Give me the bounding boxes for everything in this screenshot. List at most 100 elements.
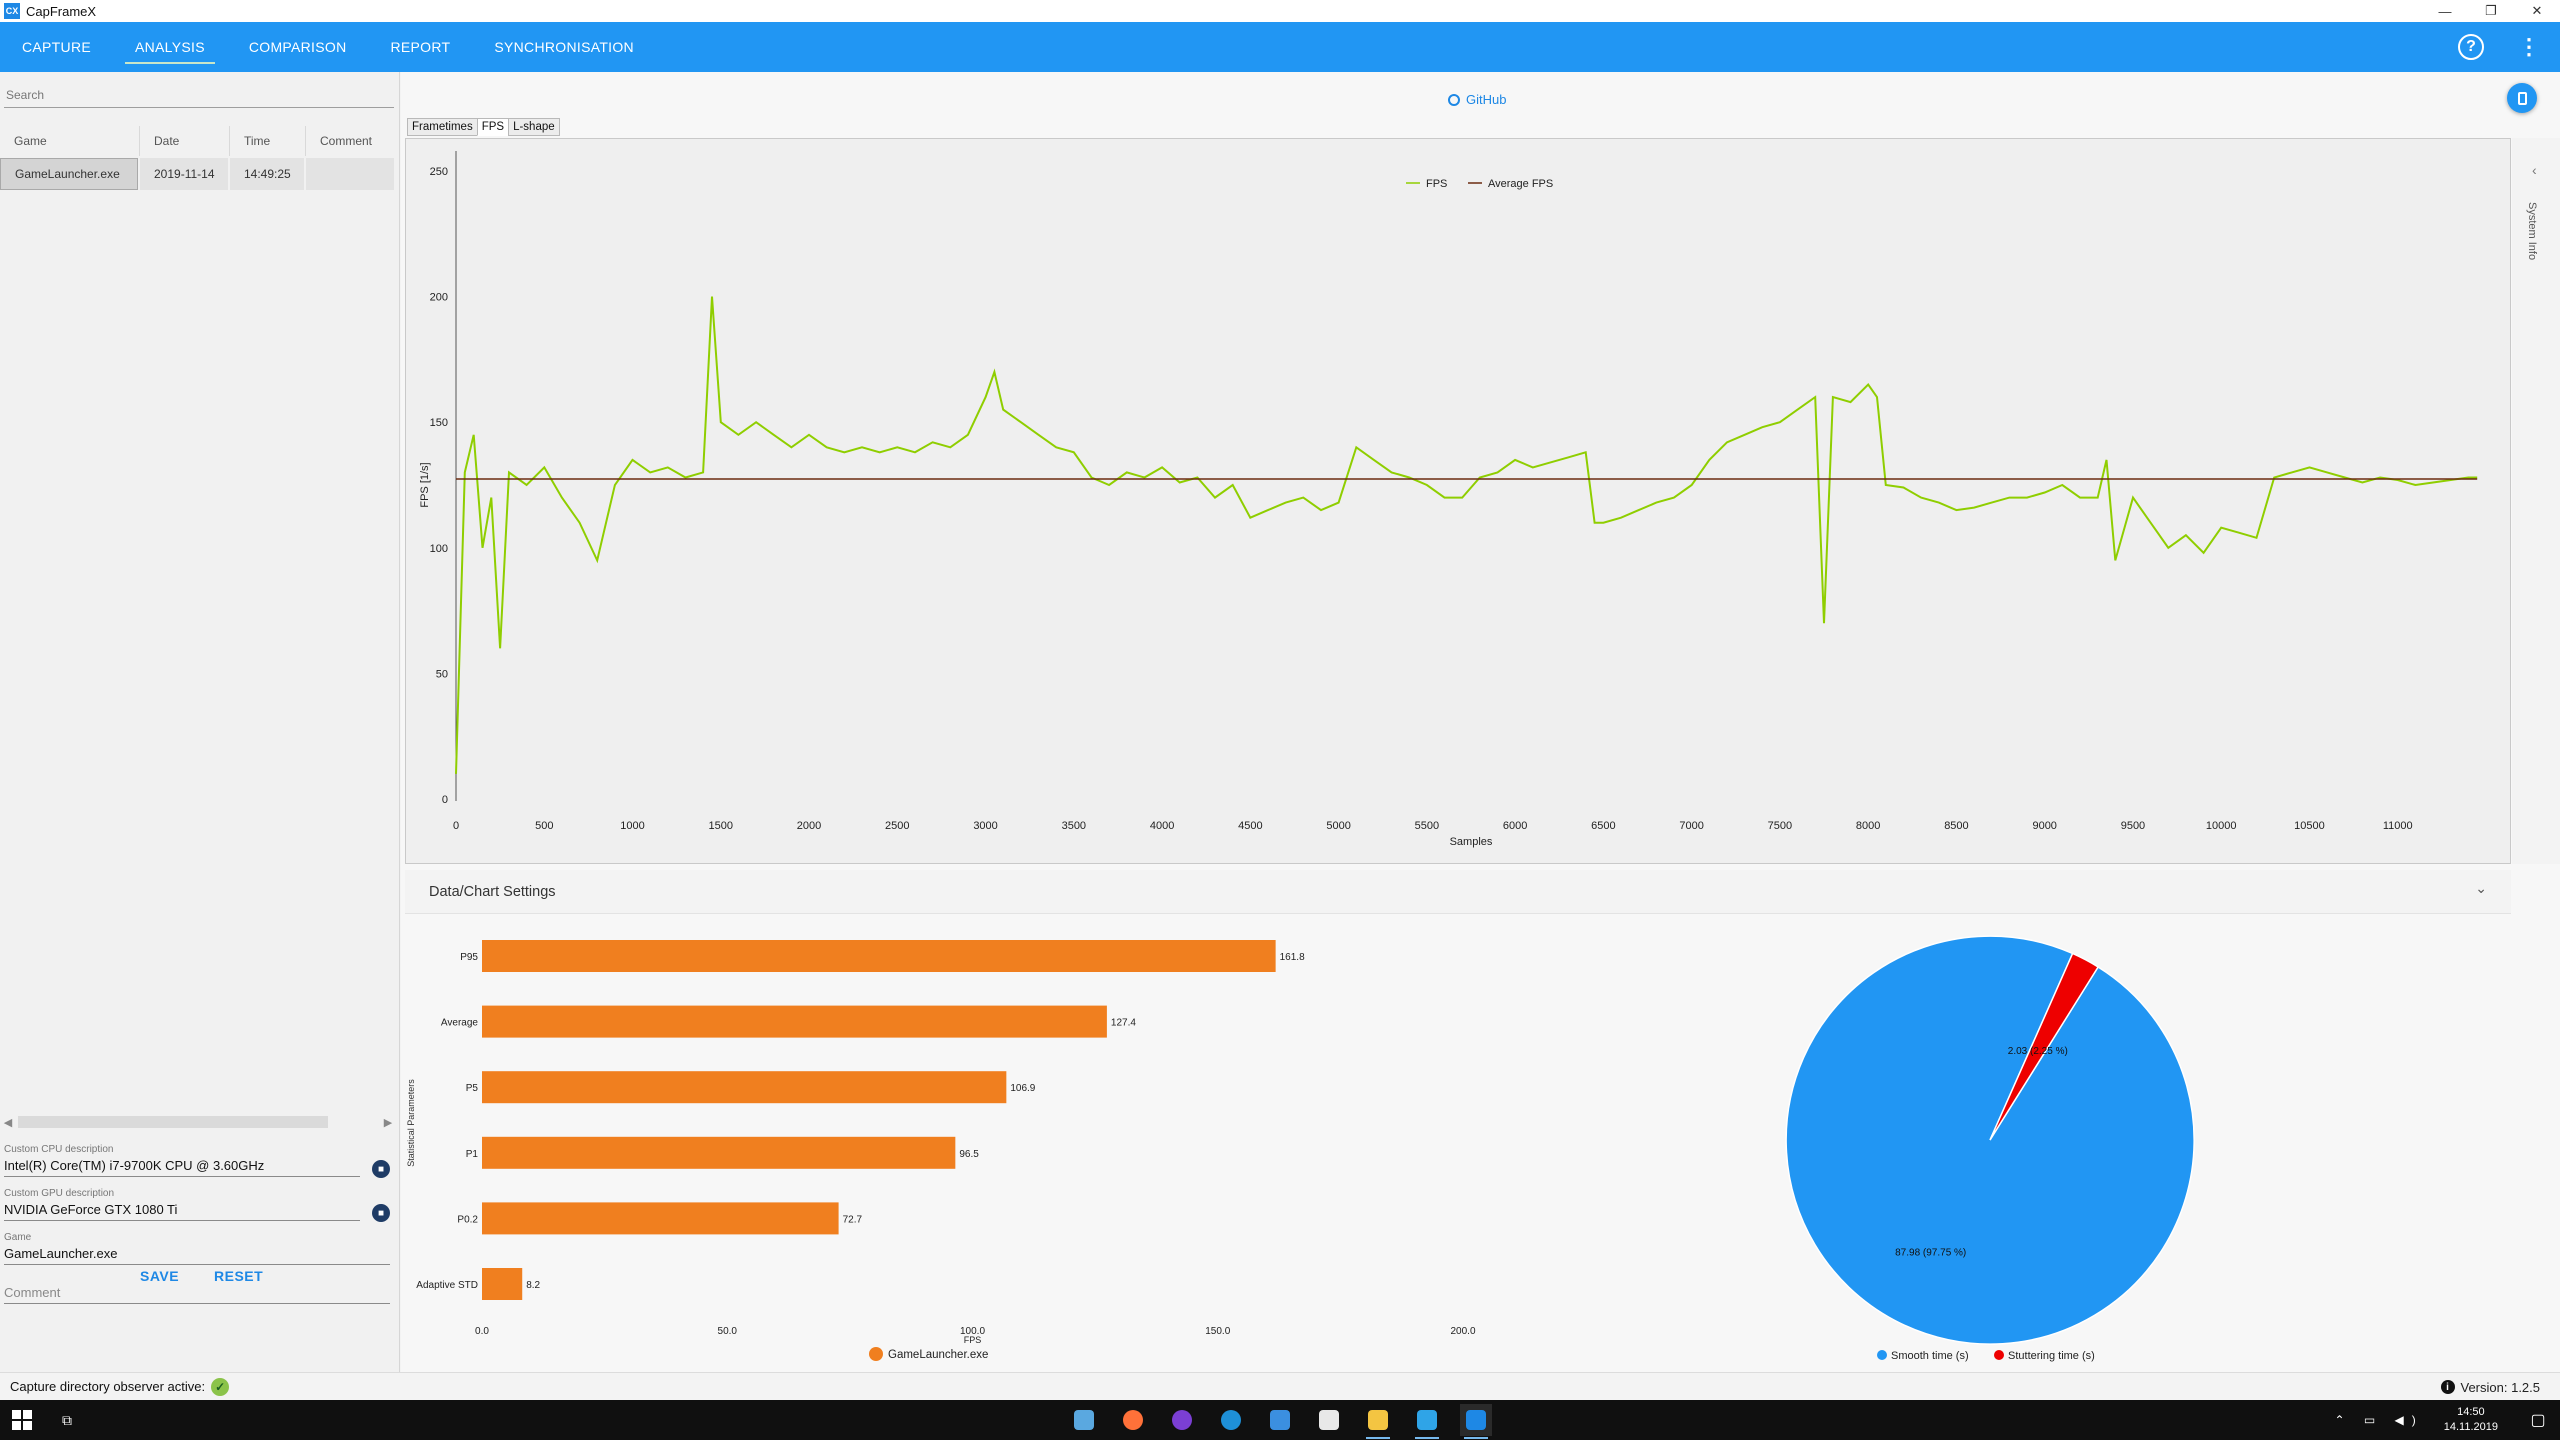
game-input[interactable]: GameLauncher.exe [4,1246,390,1265]
cpu-description-label: Custom CPU description [4,1144,114,1155]
cpu-description-input[interactable]: Intel(R) Core(TM) i7-9700K CPU @ 3.60GHz [4,1158,360,1177]
scroll-right-icon[interactable]: ▶ [383,1116,393,1129]
remote-icon[interactable] [1411,1404,1443,1439]
bar-category-label: P1 [466,1149,479,1160]
bar-category-label: Adaptive STD [416,1280,478,1291]
legend-swatch [869,1347,883,1361]
github-link[interactable]: GitHub [1448,92,1506,107]
title-bar: CX CapFrameX — ❐ ✕ [0,0,2560,22]
y-axis-label: Statistical Parameters [406,1079,416,1167]
overlay-toggle-button[interactable] [2507,83,2537,113]
folder-icon[interactable] [1362,1404,1394,1439]
os-taskbar: ⧉ ⌃ ▭ ◀) 14:50 14.11.2019 ▢ [0,1400,2560,1440]
save-button[interactable]: SAVE [140,1268,180,1284]
scroll-left-icon[interactable]: ◀ [3,1116,13,1129]
app-icon[interactable] [1313,1404,1345,1436]
horizontal-scrollbar[interactable]: ◀ ▶ [0,1114,396,1130]
x-tick-label: 7000 [1679,820,1703,832]
x-tick-label: 10500 [2294,820,2325,832]
bar-value-label: 127.4 [1111,1018,1136,1029]
data-chart-settings[interactable]: Data/Chart Settings ⌄ [405,870,2511,914]
record-comment [306,158,394,190]
x-tick-label: 8500 [1944,820,1968,832]
scrollbar-thumb[interactable] [18,1116,328,1128]
save-cpu-icon[interactable]: ■ [372,1160,390,1178]
bar-value-label: 72.7 [843,1214,863,1225]
capframex-logo-icon: CX [4,3,20,19]
x-tick-label: 1000 [620,820,644,832]
bar-value-label: 106.9 [1010,1083,1035,1094]
restore-icon[interactable]: ❐ [2485,3,2497,18]
bar-category-label: P0.2 [457,1214,478,1225]
tab-l-shape[interactable]: L-shape [508,118,560,136]
cpu-description-field: Custom CPU description Intel(R) Core(TM)… [4,1144,390,1178]
record-sidebar: Search Game Date Time Comment GameLaunch… [0,72,400,1372]
close-icon[interactable]: ✕ [2531,3,2543,18]
settings-title: Data/Chart Settings [429,883,556,900]
y-tick-label: 150 [430,417,448,429]
info-icon[interactable]: i [2440,1380,2455,1394]
y-tick-label: 0 [442,794,448,806]
x-tick-label: 1500 [709,820,733,832]
window-title: CapFrameX [26,3,97,19]
pie-value-label: 2.03 (2.25 %) [2008,1046,2068,1057]
check-icon: ✓ [211,1377,230,1396]
column-time[interactable]: Time [230,126,306,156]
edge-icon[interactable] [1215,1404,1247,1436]
bar-category-label: P95 [460,952,478,963]
tab-frametimes[interactable]: Frametimes [407,118,478,136]
x-tick-label: 2000 [797,820,821,832]
reset-button[interactable]: RESET [214,1268,264,1284]
game-field: Game GameLauncher.exe [4,1232,390,1265]
tab-analysis[interactable]: ANALYSIS [113,22,227,72]
status-bar: Capture directory observer active: ✓ i V… [0,1372,2560,1400]
messenger-icon[interactable] [1264,1404,1296,1436]
stat-bar [482,940,1276,972]
x-tick-label: 200.0 [1450,1326,1475,1337]
column-game[interactable]: Game [0,126,140,156]
bar-value-label: 96.5 [959,1149,979,1160]
clock[interactable]: 14:50 14.11.2019 [2444,1405,2498,1435]
system-info-panel[interactable]: ‹ System Info [2512,138,2560,864]
more-options-icon[interactable]: ⋮ [2518,34,2540,59]
search-input[interactable]: Search [4,84,394,108]
legend-swatch [1877,1350,1887,1360]
record-date: 2019-11-14 [140,158,228,190]
bar-value-label: 8.2 [526,1280,540,1291]
y-tick-label: 50 [436,668,448,680]
bar-value-label: 161.8 [1280,952,1305,963]
capframex-icon[interactable] [1460,1404,1492,1439]
gpu-description-input[interactable]: NVIDIA GeForce GTX 1080 Ti [4,1202,360,1221]
explorer-icon[interactable] [1068,1404,1100,1436]
tab-synchronisation[interactable]: SYNCHRONISATION [494,39,634,55]
legend-entry: GameLauncher.exe [888,1349,988,1361]
column-comment[interactable]: Comment [320,134,373,148]
firefox-icon[interactable] [1117,1404,1149,1436]
notification-icon[interactable]: ▢ [2530,1412,2546,1429]
help-icon[interactable]: ? [2458,34,2484,60]
tab-comparison[interactable]: COMPARISON [248,39,347,55]
clock-time: 14:50 [2457,1406,2485,1418]
x-axis-label: FPS [964,1335,982,1345]
podcast-icon[interactable] [1166,1404,1198,1436]
tray-icons[interactable]: ⌃ ▭ ◀) [2334,1413,2424,1427]
chevron-down-icon[interactable]: ⌄ [2475,880,2487,896]
task-view-icon[interactable]: ⧉ [62,1412,72,1428]
game-label: Game [4,1232,32,1243]
observer-status: Capture directory observer active: [10,1379,206,1394]
legend-entry: Smooth time (s) [1891,1350,1969,1362]
tab-report[interactable]: REPORT [390,39,451,55]
minimize-icon[interactable]: — [2438,3,2452,19]
x-tick-label: 100.0 [960,1326,985,1337]
tab-fps[interactable]: FPS [476,118,510,136]
system-tray: ⌃ ▭ ◀) 14:50 14.11.2019 ▢ [2334,1400,2560,1440]
chevron-left-icon[interactable]: ‹ [2532,162,2537,178]
comment-input[interactable]: Comment [4,1285,390,1304]
column-date[interactable]: Date [140,126,230,156]
table-row[interactable]: GameLauncher.exe 2019-11-14 14:49:25 [0,158,396,190]
windows-start-icon[interactable] [12,1410,32,1430]
y-tick-label: 200 [430,292,448,304]
y-tick-label: 100 [430,543,448,555]
tab-capture[interactable]: CAPTURE [22,39,91,55]
save-gpu-icon[interactable]: ■ [372,1204,390,1222]
